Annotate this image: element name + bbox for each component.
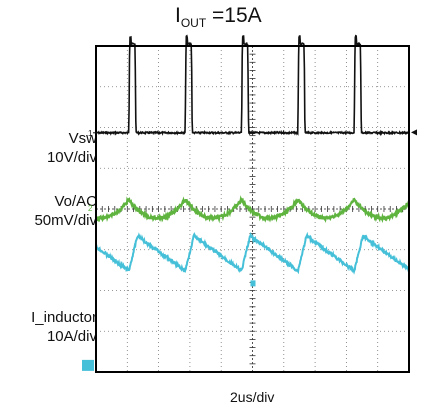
trace-vsw [95, 34, 410, 137]
channel-1-marker: 1 [88, 129, 93, 138]
channel-4-scale: 10A/div [46, 328, 97, 345]
trace-i-inductor [95, 231, 410, 275]
chart-title: IOUT =15A [175, 4, 262, 30]
trigger-level-marker [411, 129, 417, 136]
x-scale-label: 2us/div [230, 389, 275, 405]
channel-2-scale: 50mV/div [34, 212, 97, 229]
trace-vo-ac [95, 195, 411, 224]
channel-4-label: I_inductor 10A/div [31, 308, 97, 346]
channel-4-name: I_inductor [31, 309, 97, 326]
channel-4-marker [82, 359, 94, 371]
channel-1-scale: 10V/div [46, 149, 97, 166]
trigger-position-marker [250, 280, 256, 287]
channel-1-label: Vsw 10V/div [47, 129, 97, 167]
scope-traces [95, 34, 411, 275]
channel-1-name: Vsw [68, 130, 97, 147]
channel-2-marker: 2 [88, 204, 93, 213]
scope-frame [95, 45, 410, 373]
channel-2-label: Vo/AC 50mV/div [34, 192, 97, 230]
channel-2-name: Vo/AC [54, 193, 97, 210]
scope-grid [95, 45, 410, 373]
scope-markers: 12 [82, 129, 417, 371]
